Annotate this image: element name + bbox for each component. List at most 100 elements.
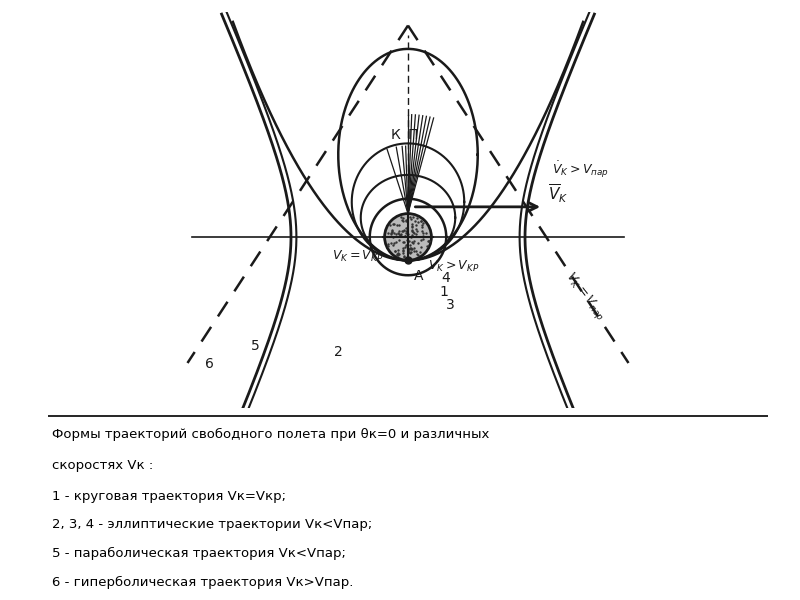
Point (391, 250, 404, 260)
Point (386, 227, 398, 237)
Point (414, 242, 427, 252)
Text: A: A (414, 269, 423, 283)
Point (393, 229, 406, 239)
Point (386, 232, 399, 242)
Point (406, 212, 419, 221)
Point (408, 228, 421, 238)
Point (397, 238, 410, 247)
Text: 1 - круговая траектория Vк=Vкр;: 1 - круговая траектория Vк=Vкр; (51, 490, 286, 503)
Text: 4: 4 (442, 271, 450, 285)
Point (387, 240, 400, 250)
Point (408, 216, 421, 226)
Point (402, 244, 415, 254)
Point (415, 226, 428, 236)
Point (404, 243, 417, 253)
Point (394, 230, 406, 239)
Text: $\overline{V}_K$: $\overline{V}_K$ (547, 182, 568, 205)
Point (417, 228, 430, 238)
Point (404, 244, 417, 254)
Point (406, 221, 418, 231)
Point (388, 229, 401, 238)
Point (400, 215, 413, 224)
Point (397, 247, 410, 256)
Point (387, 238, 400, 248)
Text: $V_K>V_{KP}$: $V_K>V_{KP}$ (428, 259, 480, 274)
Point (399, 241, 412, 250)
Point (406, 227, 419, 237)
Point (416, 223, 429, 232)
Point (397, 214, 410, 223)
Text: Формы траекторий свободного полета при θк=0 и различных: Формы траекторий свободного полета при θ… (51, 428, 489, 442)
Point (422, 236, 435, 246)
Text: 2, 3, 4 - эллиптические траектории Vк<Vпар;: 2, 3, 4 - эллиптические траектории Vк<Vп… (51, 518, 372, 532)
Point (389, 247, 402, 256)
Point (416, 220, 429, 229)
Point (391, 245, 404, 255)
Point (404, 244, 417, 253)
Point (403, 240, 416, 250)
Point (407, 236, 420, 246)
Point (397, 216, 410, 226)
Point (398, 253, 410, 262)
Point (402, 236, 415, 246)
Point (393, 236, 406, 245)
Text: скоростях Vк :: скоростях Vк : (51, 459, 153, 472)
Point (395, 229, 408, 239)
Point (392, 220, 405, 230)
Text: 3: 3 (446, 298, 455, 312)
Point (406, 230, 418, 239)
Point (384, 228, 397, 238)
Point (394, 231, 407, 241)
Point (384, 220, 397, 230)
Text: К: К (390, 128, 400, 142)
Point (397, 245, 410, 255)
Text: 5 - параболическая траектория Vк<Vпар;: 5 - параболическая траектория Vк<Vпар; (51, 547, 346, 560)
Point (406, 219, 418, 229)
Point (390, 230, 402, 239)
Text: 2: 2 (334, 345, 342, 359)
Point (411, 214, 424, 223)
Point (382, 239, 394, 249)
Point (386, 226, 399, 236)
Point (420, 229, 433, 238)
Point (400, 240, 413, 250)
Point (402, 247, 415, 257)
Point (404, 214, 417, 224)
Point (412, 250, 425, 260)
Point (396, 215, 409, 224)
Point (415, 216, 428, 226)
Point (406, 245, 419, 254)
Point (400, 229, 413, 238)
Point (402, 245, 415, 254)
Point (402, 229, 415, 239)
Text: $\dot{V}_K>V_{пар}$: $\dot{V}_K>V_{пар}$ (552, 160, 609, 180)
Point (391, 228, 404, 238)
Point (417, 232, 430, 241)
Point (386, 226, 398, 235)
Point (422, 236, 435, 245)
Text: 1: 1 (439, 284, 448, 298)
Point (414, 247, 426, 257)
Point (395, 226, 408, 235)
Text: 6: 6 (206, 356, 214, 370)
Point (393, 249, 406, 259)
Point (406, 225, 418, 235)
Point (384, 230, 397, 239)
Point (417, 235, 430, 244)
Circle shape (385, 214, 431, 260)
Text: $V_K=V_{KP}$: $V_K=V_{KP}$ (331, 248, 383, 263)
Point (404, 232, 417, 241)
Point (402, 247, 415, 257)
Point (382, 241, 395, 251)
Point (406, 238, 419, 248)
Point (406, 222, 418, 232)
Point (410, 229, 422, 239)
Point (399, 226, 412, 236)
Point (397, 226, 410, 236)
Point (386, 220, 399, 229)
Point (411, 239, 424, 248)
Point (406, 237, 418, 247)
Point (410, 220, 422, 230)
Point (389, 246, 402, 256)
Point (391, 250, 404, 260)
